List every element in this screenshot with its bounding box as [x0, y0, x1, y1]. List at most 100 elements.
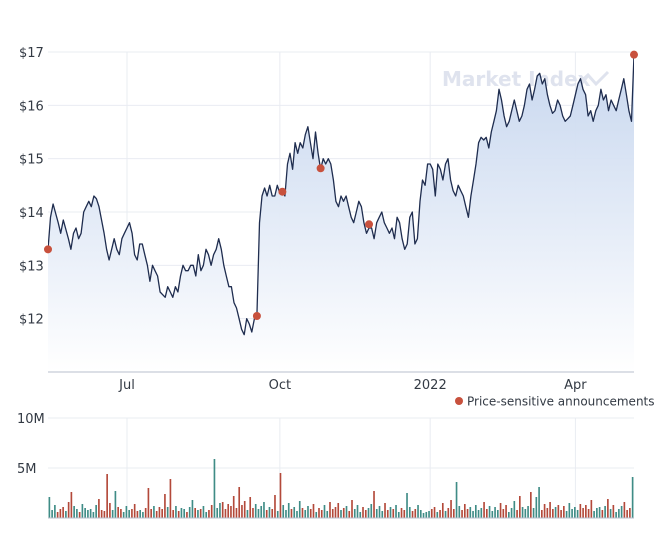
volume-bar [565, 511, 568, 518]
volume-bar [106, 474, 108, 518]
volume-bar [353, 509, 356, 518]
volume-bar [546, 508, 549, 518]
volume-bar [210, 505, 213, 518]
announcement-marker[interactable] [365, 220, 374, 229]
volume-bar [403, 510, 406, 518]
volume-bar [257, 509, 260, 518]
volume-bar [172, 510, 174, 518]
volume-bar [142, 512, 144, 518]
volume-bar [609, 509, 612, 518]
volume-bar [232, 496, 235, 518]
volume-bar [67, 502, 70, 518]
volume-bar [579, 504, 582, 518]
volume-bar [461, 510, 463, 518]
watermark-logo-icon [576, 70, 610, 87]
volume-bar [235, 508, 238, 518]
volume-bar [56, 512, 59, 518]
volume-bar [612, 505, 615, 518]
volume-bar [164, 494, 166, 518]
volume-bar [348, 511, 351, 518]
volume-bar [70, 492, 73, 518]
volume-bar [452, 509, 455, 518]
volume-bar [474, 505, 477, 518]
volume-bar [177, 511, 180, 518]
volume-bar [301, 508, 304, 518]
volume-bar [499, 503, 502, 518]
volume-bar [133, 504, 136, 518]
announcement-marker[interactable] [630, 50, 638, 59]
volume-bar [268, 507, 271, 518]
volume-bar [89, 509, 92, 518]
volume-bar [208, 510, 210, 518]
volume-bar [392, 509, 395, 518]
volume-bar [202, 506, 205, 518]
volume-bar [186, 512, 188, 518]
volume-bar [183, 509, 186, 518]
volume-bar [560, 510, 562, 518]
volume-bar [496, 510, 499, 518]
volume-bar [103, 511, 106, 518]
volume-bar [362, 507, 364, 518]
volume-bar [298, 501, 301, 518]
volume-bar [359, 512, 362, 518]
volume-bar [153, 506, 155, 518]
volume-bar [620, 506, 623, 518]
volume-bar [254, 504, 257, 518]
volume-bar [466, 509, 469, 518]
volume-bar [125, 506, 128, 518]
volume-bar [252, 508, 254, 518]
volume-bars [48, 459, 634, 518]
volume-gridlines [48, 417, 634, 518]
volume-bar [114, 491, 117, 518]
volume-bar [444, 511, 447, 518]
volume-bar [274, 495, 276, 518]
volume-bar [400, 508, 403, 518]
volume-bar [128, 510, 130, 518]
announcement-marker[interactable] [252, 312, 261, 320]
volume-bar [510, 508, 513, 518]
watermark-text: Market Index [442, 67, 591, 91]
volume-bar [455, 482, 458, 518]
volume-bar [166, 507, 169, 518]
price-x-tick-label: Apr [564, 378, 587, 393]
announcement-marker[interactable] [316, 164, 325, 173]
volume-bar [469, 507, 472, 518]
announcement-marker[interactable] [278, 187, 287, 196]
volume-bar [293, 507, 296, 518]
volume-bar [131, 509, 133, 518]
volume-bar [312, 504, 315, 518]
volume-bar [590, 500, 593, 518]
volume-bar [576, 510, 579, 518]
volume-bar [84, 508, 86, 518]
price-x-tick-label: Oct [269, 378, 291, 393]
volume-bar [309, 509, 312, 518]
volume-bar [279, 473, 282, 518]
volume-bar [439, 510, 441, 518]
volume-bar [180, 508, 183, 518]
volume-bar [450, 500, 452, 518]
volume-y-tick-label: 10M [17, 412, 45, 427]
volume-bar [593, 511, 595, 518]
volume-bar [414, 509, 417, 518]
price-x-axis: Jul Oct 2022 Apr [118, 378, 587, 393]
volume-bar [155, 511, 158, 518]
volume-bar [422, 513, 425, 518]
volume-bar [411, 511, 414, 518]
volume-bar [326, 511, 329, 518]
volume-bar [120, 509, 122, 518]
volume-bar [513, 501, 516, 518]
announcement-marker[interactable] [44, 245, 52, 254]
volume-bar [109, 503, 111, 518]
volume-bar [337, 503, 340, 518]
volume-bar [276, 511, 279, 518]
volume-bar [161, 509, 163, 518]
legend-marker [455, 397, 463, 405]
volume-bar [48, 497, 51, 518]
volume-bar [447, 508, 450, 518]
volume-bar [505, 505, 507, 518]
volume-y-axis: 5M 10M [17, 412, 45, 477]
volume-bar [417, 505, 419, 518]
volume-bar [408, 507, 411, 518]
volume-bar [241, 505, 243, 518]
